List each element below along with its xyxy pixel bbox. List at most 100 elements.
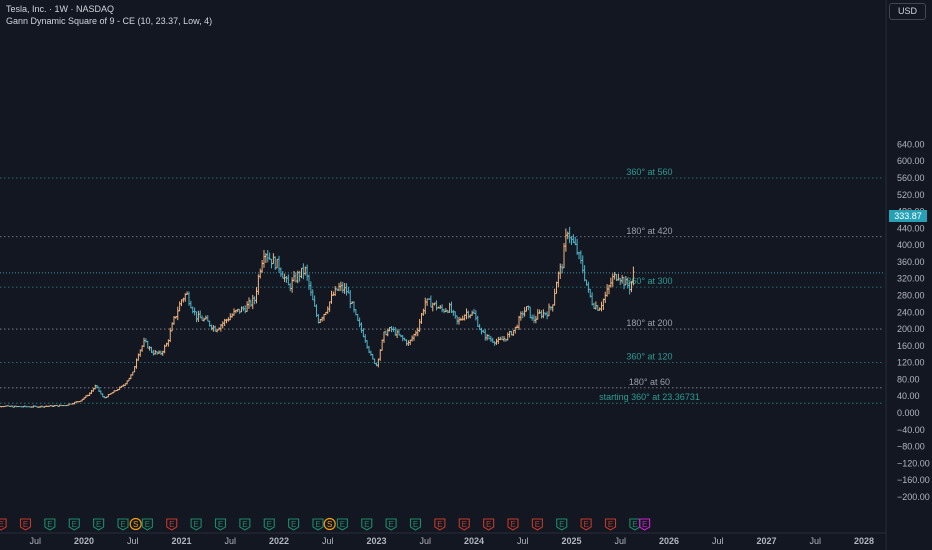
svg-text:E: E: [315, 520, 320, 529]
x-tick-label: 2027: [756, 536, 776, 546]
earnings-event-icon[interactable]: E: [434, 518, 446, 531]
earnings-event-icon[interactable]: E: [507, 518, 519, 531]
symbol-title: Tesla, Inc. · 1W · NASDAQ: [6, 4, 115, 14]
y-tick-label: 440.00: [897, 223, 925, 233]
earnings-event-icon[interactable]: E: [214, 518, 227, 531]
earnings-event-icon[interactable]: E: [336, 518, 348, 531]
x-tick-label: 2020: [74, 536, 94, 546]
split-event-icon[interactable]: S: [323, 517, 336, 531]
y-tick-label: −80.00: [897, 442, 925, 452]
svg-text:E: E: [437, 520, 442, 529]
svg-text:E: E: [535, 520, 540, 529]
x-tick-label: 2022: [269, 536, 289, 546]
y-tick-label: 40.00: [897, 391, 920, 401]
y-tick-label: 200.00: [897, 324, 925, 334]
svg-text:E: E: [242, 520, 247, 529]
earnings-event-icon[interactable]: E: [312, 518, 324, 531]
y-tick-label: 280.00: [897, 291, 925, 301]
x-tick-label: Jul: [809, 536, 821, 546]
y-tick-label: −40.00: [897, 425, 925, 435]
y-tick-label: 520.00: [897, 190, 925, 200]
x-tick-label: Jul: [29, 536, 41, 546]
y-tick-label: 0.000: [897, 408, 920, 418]
y-tick-label: −200.00: [897, 492, 930, 502]
svg-text:E: E: [340, 520, 345, 529]
earnings-event-icon[interactable]: E: [556, 518, 568, 531]
y-tick-label: 320.00: [897, 274, 925, 284]
svg-text:S: S: [327, 520, 332, 529]
x-tick-label: 2028: [854, 536, 874, 546]
svg-text:E: E: [23, 520, 28, 529]
earnings-event-icon[interactable]: E: [483, 518, 495, 531]
svg-text:E: E: [96, 520, 101, 529]
y-tick-label: 120.00: [897, 358, 925, 368]
svg-text:E: E: [169, 520, 174, 529]
y-tick-label: 240.00: [897, 307, 925, 317]
earnings-event-icon[interactable]: E: [190, 518, 202, 531]
svg-text:E: E: [291, 520, 296, 529]
earnings-event-icon[interactable]: E: [44, 518, 56, 531]
svg-text:E: E: [388, 520, 393, 529]
y-tick-label: 600.00: [897, 156, 925, 166]
last-price-label: 333.87: [889, 210, 927, 222]
svg-text:S: S: [133, 520, 138, 529]
svg-text:E: E: [510, 520, 515, 529]
split-event-icon[interactable]: S: [129, 517, 142, 531]
x-tick-label: Jul: [517, 536, 529, 546]
earnings-event-icon[interactable]: E: [0, 518, 7, 531]
x-tick-label: 2021: [171, 536, 191, 546]
svg-text:E: E: [120, 520, 125, 529]
earnings-event-icon[interactable]: E: [239, 518, 251, 531]
earnings-event-icon[interactable]: E: [604, 518, 617, 531]
x-tick-label: Jul: [322, 536, 334, 546]
currency-button[interactable]: USD: [889, 3, 926, 20]
svg-text:E: E: [583, 520, 588, 529]
earnings-event-icon[interactable]: E: [385, 518, 397, 531]
svg-text:E: E: [486, 520, 491, 529]
earnings-event-icon[interactable]: E: [409, 518, 422, 531]
earnings-event-icon[interactable]: E: [117, 518, 129, 531]
y-tick-label: 560.00: [897, 173, 925, 183]
dividend-event-icon[interactable]: E: [639, 518, 651, 531]
x-tick-label: Jul: [614, 536, 626, 546]
earnings-event-icon[interactable]: E: [19, 518, 32, 531]
gann-level-label: 180° at 420: [626, 226, 672, 236]
earnings-event-icon[interactable]: E: [288, 518, 300, 531]
earnings-event-icon[interactable]: E: [361, 518, 373, 531]
svg-text:E: E: [462, 520, 467, 529]
gann-level-label: 180° at 60: [629, 377, 670, 387]
earnings-event-icon[interactable]: E: [166, 518, 178, 531]
gann-level-label: 180° at 200: [626, 318, 672, 328]
svg-text:E: E: [267, 520, 272, 529]
y-tick-label: 640.00: [897, 139, 925, 149]
x-tick-label: 2024: [464, 536, 484, 546]
x-tick-label: Jul: [224, 536, 236, 546]
svg-text:E: E: [72, 520, 77, 529]
x-tick-label: Jul: [712, 536, 724, 546]
earnings-event-icon[interactable]: E: [68, 518, 80, 531]
earnings-event-icon[interactable]: E: [629, 518, 641, 531]
x-tick-label: 2025: [561, 536, 581, 546]
x-tick-label: Jul: [419, 536, 431, 546]
earnings-event-icon[interactable]: E: [458, 518, 470, 531]
earnings-event-icon[interactable]: E: [141, 518, 153, 531]
svg-text:E: E: [0, 520, 4, 529]
earnings-event-icon[interactable]: E: [263, 518, 275, 531]
x-tick-label: Jul: [127, 536, 139, 546]
gann-level-label: 360° at 560: [626, 167, 672, 177]
y-tick-label: −160.00: [897, 475, 930, 485]
indicator-title[interactable]: Gann Dynamic Square of 9 - CE (10, 23.37…: [6, 16, 213, 26]
y-tick-label: −120.00: [897, 458, 930, 468]
gann-level-label: 360° at 300: [626, 276, 672, 286]
earnings-event-icon[interactable]: E: [531, 518, 543, 531]
svg-text:E: E: [145, 520, 150, 529]
y-tick-label: 80.00: [897, 374, 920, 384]
earnings-event-icon[interactable]: E: [580, 518, 592, 531]
y-tick-label: 400.00: [897, 240, 925, 250]
svg-text:E: E: [193, 520, 198, 529]
x-tick-label: 2026: [659, 536, 679, 546]
earnings-event-icon[interactable]: E: [93, 518, 105, 531]
svg-text:E: E: [413, 520, 418, 529]
svg-text:E: E: [559, 520, 564, 529]
